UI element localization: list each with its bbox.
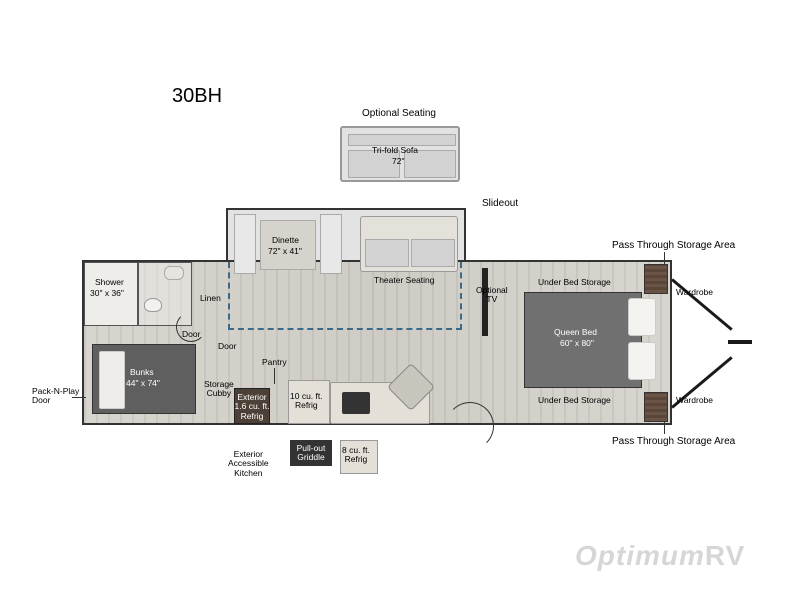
- pillow-1: [628, 298, 656, 336]
- pantry-leader: [274, 368, 275, 384]
- optional-tv-label: Optional TV: [476, 286, 508, 305]
- stove-icon: [342, 392, 370, 414]
- door-swing-1: [176, 312, 206, 342]
- slideout-dashed: [228, 262, 462, 330]
- pullout-griddle-text: Pull-out Griddle: [297, 444, 326, 462]
- slideout-label: Slideout: [482, 198, 518, 209]
- linen-label: Linen: [200, 294, 221, 303]
- pillow-2: [628, 342, 656, 380]
- pantry-label: Pantry: [262, 358, 287, 367]
- dinette-dim: 72" x 41": [268, 247, 302, 256]
- under-bed-top: Under Bed Storage: [538, 278, 611, 287]
- ext-kitchen-label: Exterior Accessible Kitchen: [228, 450, 269, 478]
- wardrobe-top: [644, 264, 668, 294]
- hitch-bar: [728, 340, 752, 344]
- under-bed-bottom: Under Bed Storage: [538, 396, 611, 405]
- floorplan-canvas: 30BH Optional Seating Tri-fold Sofa 72" …: [0, 0, 800, 600]
- watermark: OptimumRV: [575, 540, 745, 572]
- dinette-label: Dinette: [272, 236, 299, 245]
- wardrobe-label-bottom: Wardrobe: [676, 396, 713, 405]
- pass-through-top: Pass Through Storage Area: [612, 240, 735, 251]
- pt-leader-bottom: [664, 422, 665, 434]
- watermark-suffix: RV: [705, 540, 745, 571]
- optional-sofa-dim: 72": [392, 157, 404, 166]
- wardrobe-bottom: [644, 392, 668, 422]
- wardrobe-label-top: Wardrobe: [676, 288, 713, 297]
- refrig8-label: 8 cu. ft. Refrig: [342, 446, 370, 465]
- ext-refrig-label: Exterior 1.6 cu. ft. Refrig: [234, 393, 270, 421]
- queen-dim: 60" x 80": [560, 339, 594, 348]
- entry-door-swing: [446, 402, 494, 450]
- bunks-dim: 44" x 74": [126, 379, 160, 388]
- optional-sofa-label: Tri-fold Sofa: [372, 146, 418, 155]
- pass-through-bottom: Pass Through Storage Area: [612, 436, 735, 447]
- shower-dim: 30" x 36": [90, 289, 124, 298]
- bath-sink-icon: [164, 266, 184, 280]
- toilet-icon: [144, 298, 162, 312]
- model-label: 30BH: [172, 85, 222, 108]
- storage-cubby-label: Storage Cubby: [204, 380, 234, 399]
- watermark-primary: Optimum: [575, 540, 705, 571]
- bunks-label: Bunks: [130, 368, 154, 377]
- pt-leader-top: [664, 252, 665, 264]
- shower-label: Shower: [95, 278, 124, 287]
- pnp-leader: [72, 397, 86, 398]
- door-label-2: Door: [218, 342, 236, 351]
- pullout-griddle: Pull-out Griddle: [290, 440, 332, 466]
- queen-label: Queen Bed: [554, 328, 597, 337]
- refrig10-label: 10 cu. ft. Refrig: [290, 392, 323, 411]
- optional-seating-title: Optional Seating: [362, 108, 436, 119]
